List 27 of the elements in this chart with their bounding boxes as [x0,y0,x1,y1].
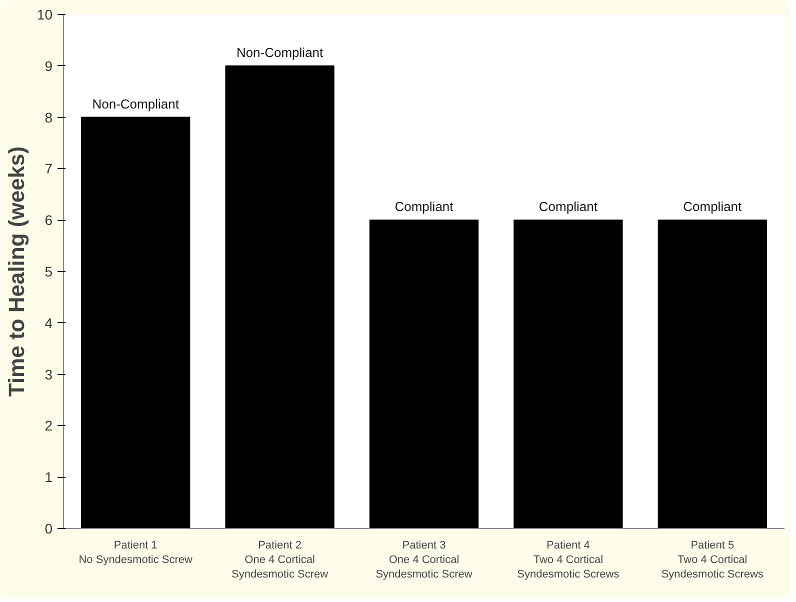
y-tick-label: 8 [44,109,53,126]
bar [81,116,190,528]
y-tick-label: 9 [44,58,53,74]
y-tick-label: 5 [44,264,53,280]
data-label: Compliant [538,199,598,214]
y-tick-label: 0 [44,520,53,536]
x-tick-label: Patient 3 One 4 Cortical Syndesmotic Screw [376,540,472,580]
y-tick-label: 1 [44,469,53,486]
data-label: Compliant [683,199,742,214]
x-tick-label: Patient 4 Two 4 Cortical Syndesmotic Screws [517,540,620,580]
y-tick-label: 6 [44,212,53,228]
y-tick-label: 10 [36,6,53,22]
bar [658,220,767,528]
data-label: Non-Compliant [236,44,324,60]
y-tick-label: 4 [44,314,53,331]
y-tick-label: 2 [44,418,53,434]
data-label: Compliant [394,199,454,214]
x-tick-label: Patient 5 Two 4 Cortical Syndesmotic Screws [661,540,764,580]
bar [369,220,479,528]
bar [225,65,334,528]
bar [514,220,623,528]
x-tick-label: Patient 2 One 4 Cortical Syndesmotic Screw [232,540,328,580]
data-label: Non-Compliant [92,96,180,112]
y-tick-label: 3 [44,366,53,382]
y-tick-label: 7 [44,160,53,177]
y-axis-title: Time to Healing (weeks) [4,146,29,397]
x-tick-label: Patient 1 No Syndesmotic Screw [78,540,193,566]
